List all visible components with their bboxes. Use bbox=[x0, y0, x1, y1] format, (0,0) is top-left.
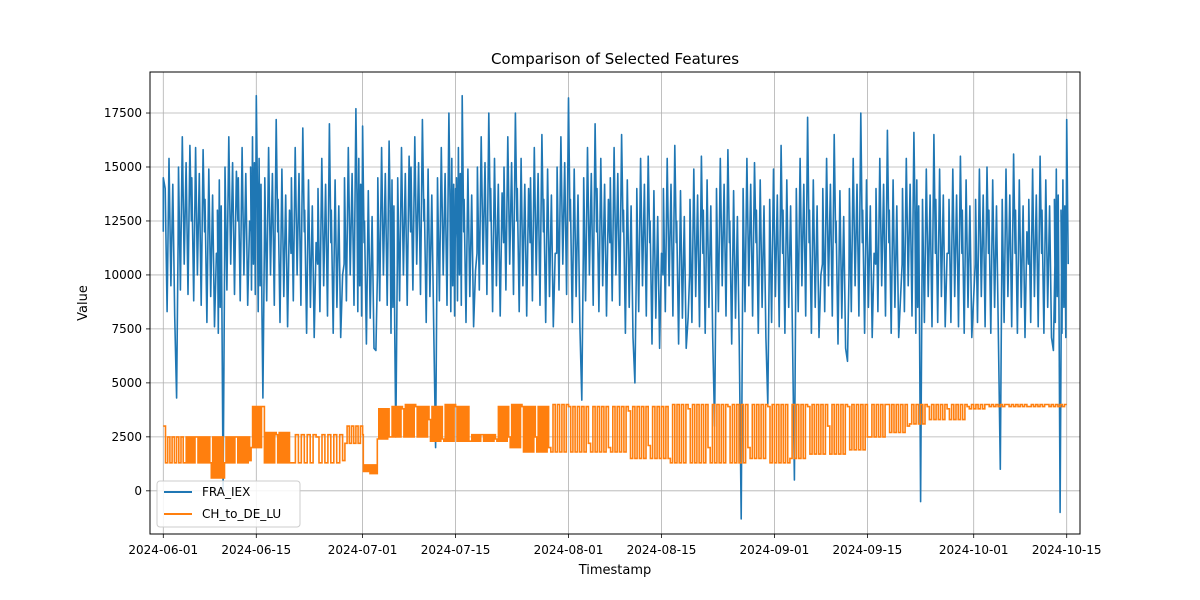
series-ch-to-de-lu-line bbox=[163, 403, 1067, 479]
y-tick-label: 7500 bbox=[111, 322, 142, 336]
x-tick-label: 2024-09-15 bbox=[833, 543, 903, 557]
chart-title: Comparison of Selected Features bbox=[491, 50, 739, 68]
y-axis-title: Value bbox=[76, 285, 91, 321]
legend-label-ch-to-de-lu: CH_to_DE_LU bbox=[202, 507, 281, 521]
x-tick-label: 2024-07-15 bbox=[421, 543, 491, 557]
y-tick-label: 5000 bbox=[111, 376, 142, 390]
y-tick-label: 12500 bbox=[104, 214, 142, 228]
x-tick-label: 2024-10-15 bbox=[1032, 543, 1102, 557]
x-tick-label: 2024-10-01 bbox=[939, 543, 1009, 557]
x-axis: 2024-06-01 2024-06-15 2024-07-01 2024-07-15… bbox=[128, 534, 1102, 557]
x-axis-title: Timestamp bbox=[578, 563, 652, 578]
y-tick-label: 2500 bbox=[111, 430, 142, 444]
x-tick-label: 2024-08-15 bbox=[627, 543, 697, 557]
legend-label-fra-iex: FRA_IEX bbox=[202, 485, 250, 499]
legend-box bbox=[156, 480, 301, 528]
x-tick-label: 2024-06-15 bbox=[221, 543, 291, 557]
y-axis: 0 2500 5000 7500 10000 12500 15000 17500 bbox=[104, 106, 150, 498]
x-tick-label: 2024-08-01 bbox=[534, 543, 604, 557]
y-tick-label: 10000 bbox=[104, 268, 142, 282]
y-tick-label: 17500 bbox=[104, 106, 142, 120]
x-tick-label: 2024-06-01 bbox=[128, 543, 198, 557]
plot-frame bbox=[149, 71, 1081, 535]
x-tick-label: 2024-07-01 bbox=[328, 543, 398, 557]
x-tick-label: 2024-09-01 bbox=[740, 543, 810, 557]
y-tick-label: 15000 bbox=[104, 160, 142, 174]
legend: FRA_IEX CH_to_DE_LU bbox=[156, 480, 301, 528]
plot-area bbox=[162, 94, 1069, 520]
y-tick-label: 0 bbox=[134, 484, 142, 498]
